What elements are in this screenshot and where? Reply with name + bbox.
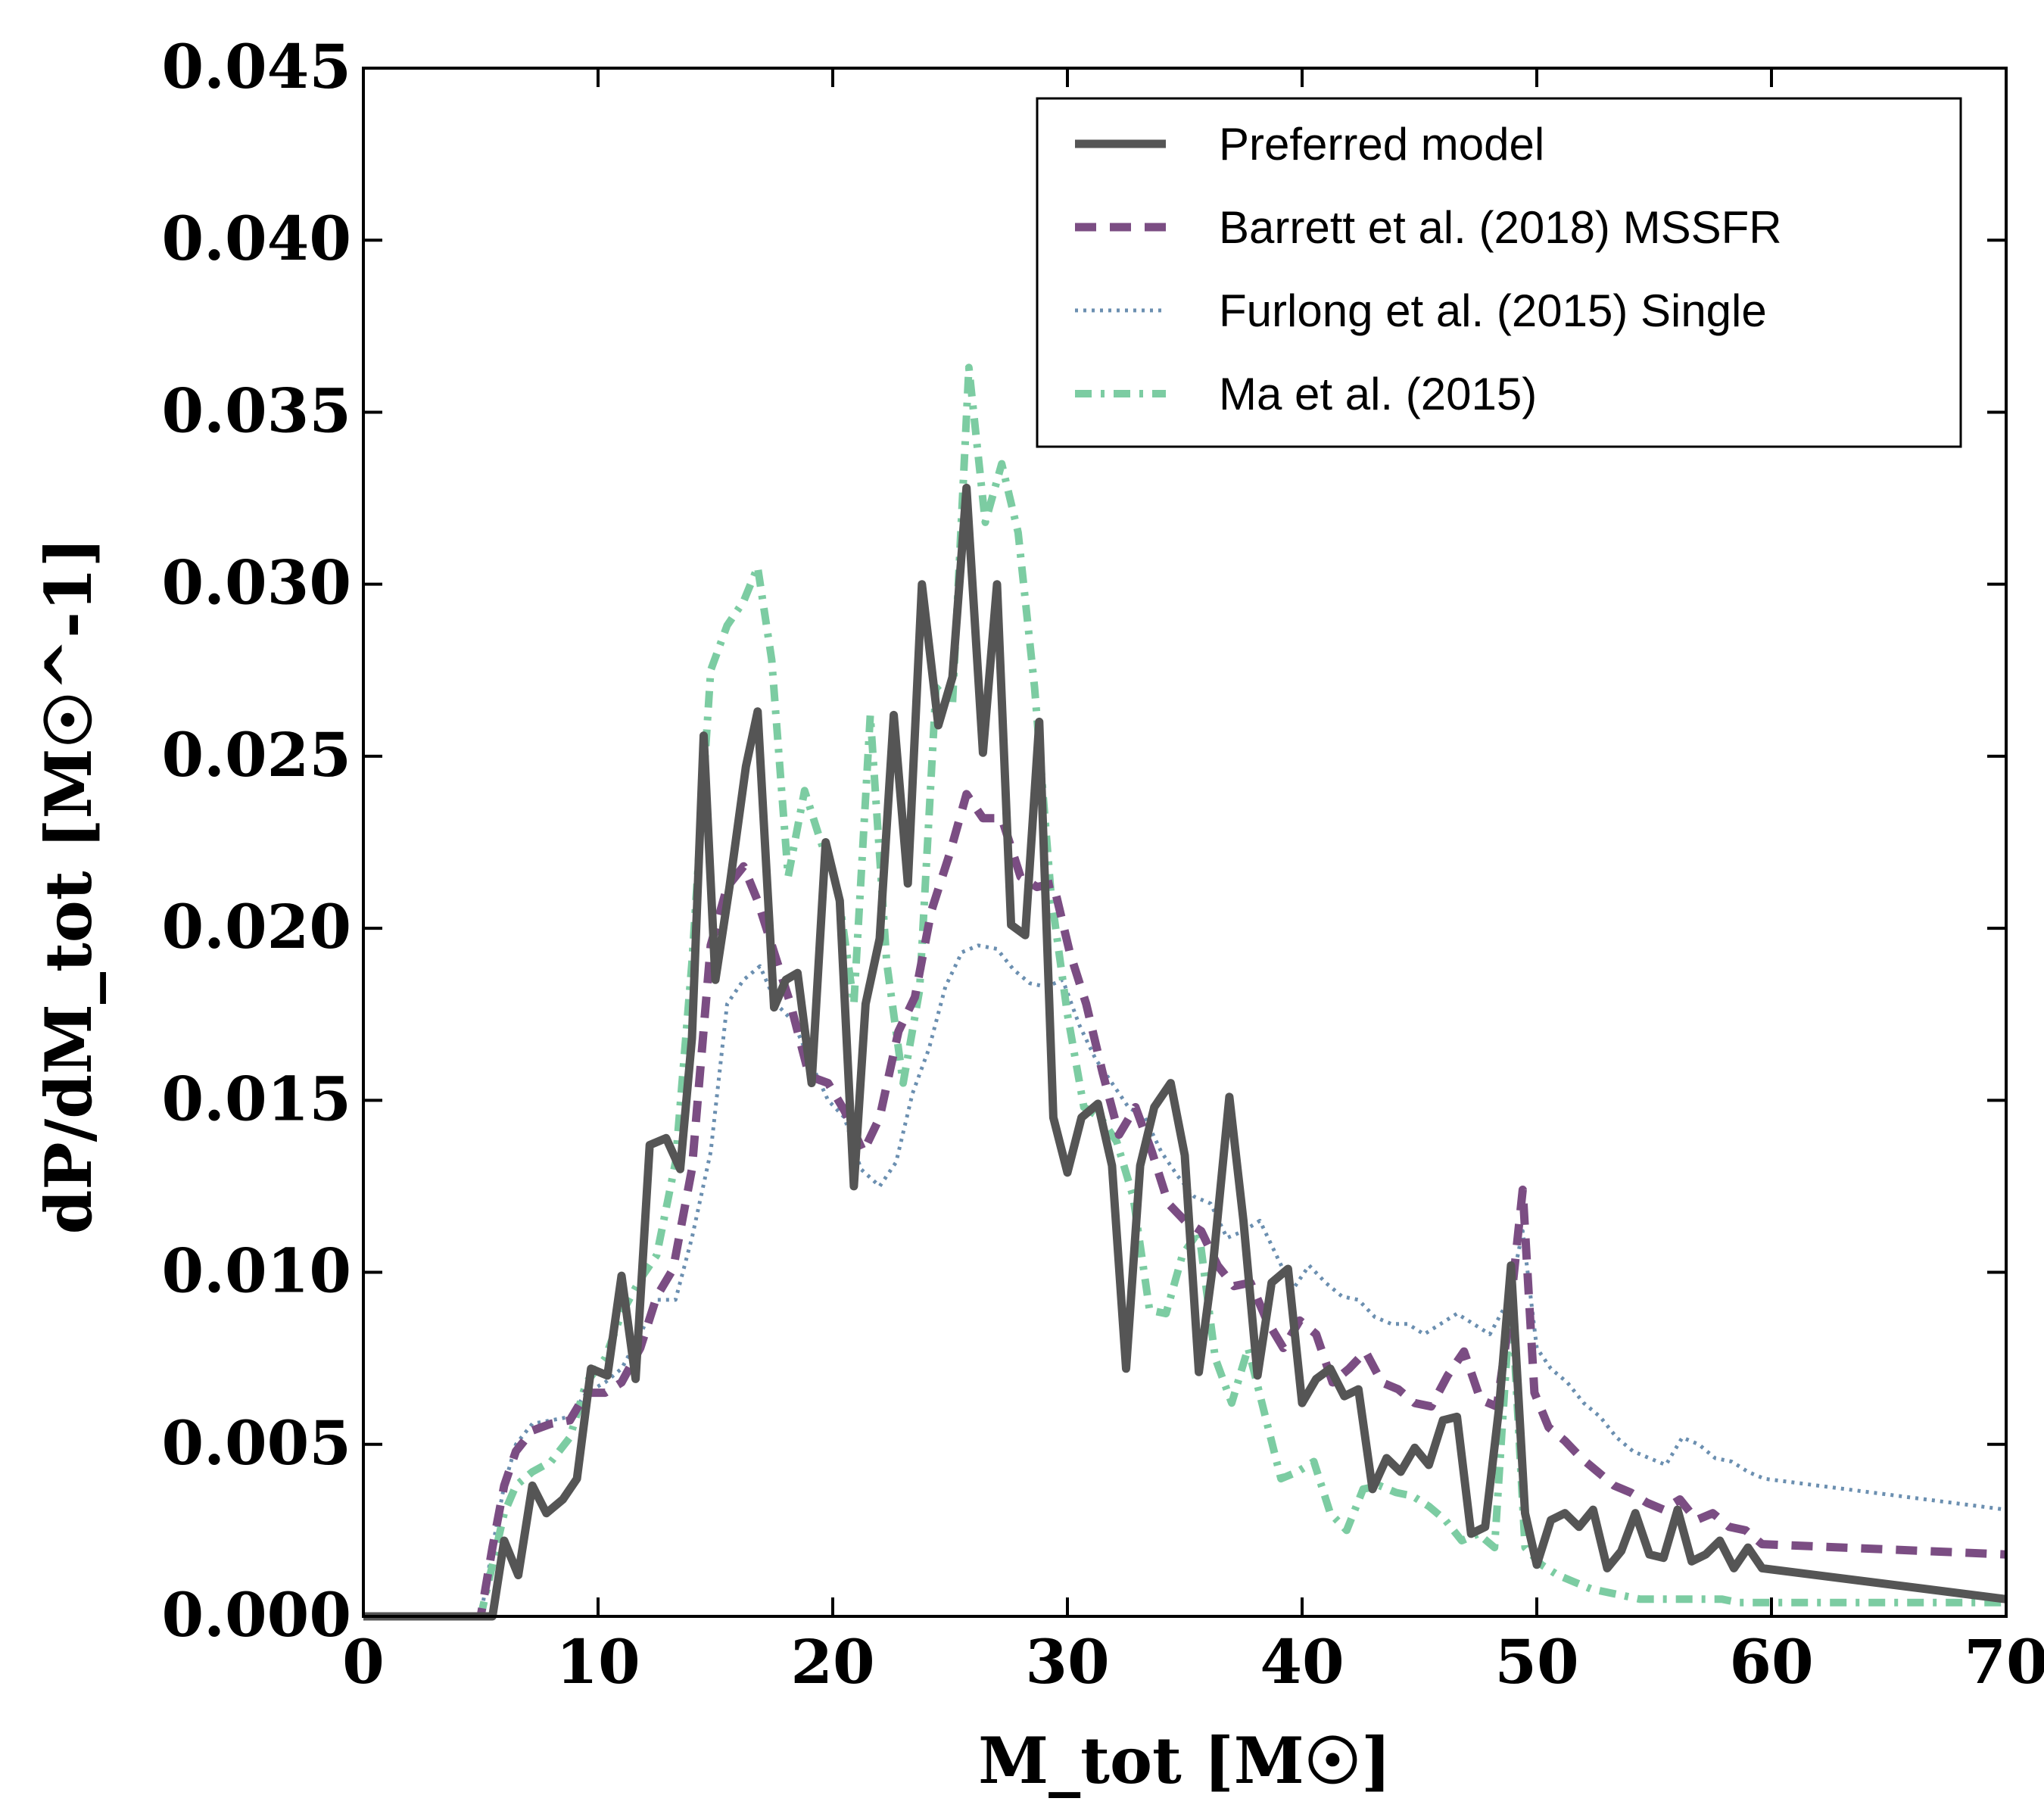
y-tick-label: 0.020 [161, 891, 351, 962]
y-axis-title-text: dP/dM_tot [M☉^-1] [31, 538, 106, 1235]
y-tick-label: 0.045 [161, 31, 351, 102]
x-tick-label: 20 [790, 1626, 874, 1697]
x-tick-label: 40 [1260, 1626, 1344, 1697]
series-line-2 [363, 943, 2007, 1619]
legend: Preferred model Barrett et al. (2018) MSS… [1036, 97, 1962, 448]
legend-box [1036, 97, 1962, 448]
y-tick-label: 0.015 [161, 1063, 351, 1134]
series-line-3 [363, 363, 2006, 1620]
y-axis-title: dP/dM_tot [M☉^-1] [31, 538, 106, 1235]
x-tick-label: 0 [342, 1626, 385, 1697]
y-tick-label: 0.010 [161, 1236, 351, 1307]
x-tick-label: 60 [1729, 1626, 1813, 1697]
legend-label-0: Preferred model [1219, 119, 1544, 170]
y-tick-label: 0.005 [161, 1407, 351, 1479]
x-tick-label: 30 [1025, 1626, 1109, 1697]
y-tick-label: 0.040 [161, 203, 351, 274]
series-line-0 [363, 483, 2007, 1621]
ticks-layer: 0 10 20 30 40 50 60 70 0.000 0.005 0.010 0.015 0.020… [161, 31, 2044, 1697]
plot-frame [362, 67, 2008, 1618]
legend-label-1: Barrett et al. (2018) MSSFR [1219, 202, 1782, 253]
x-axis-title: M_tot [M☉] [978, 1723, 1391, 1798]
series-layer [363, 363, 2007, 1621]
y-tick-label: 0.000 [161, 1579, 351, 1650]
x-tick-label: 50 [1494, 1626, 1578, 1697]
x-tick-label: 10 [556, 1626, 640, 1697]
series-line-1 [363, 790, 2007, 1621]
y-tick-label: 0.030 [161, 547, 351, 619]
legend-label-3: Ma et al. (2015) [1219, 369, 1537, 419]
y-tick-label: 0.035 [161, 375, 351, 446]
y-tick-label: 0.025 [161, 719, 351, 790]
legend-label-2: Furlong et al. (2015) Single [1219, 285, 1767, 336]
x-tick-label: 70 [1964, 1626, 2044, 1697]
